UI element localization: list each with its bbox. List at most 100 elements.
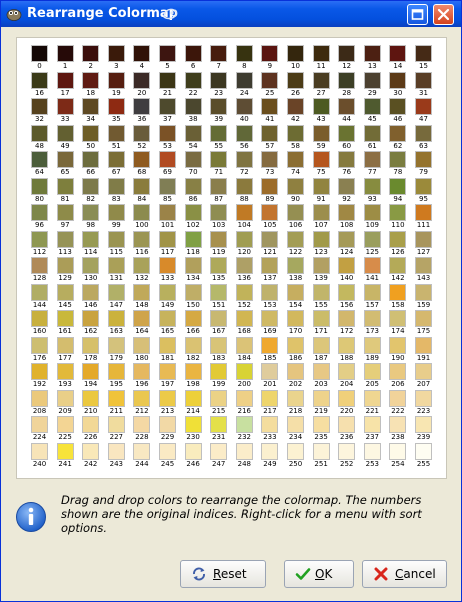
color-swatch[interactable] (235, 124, 253, 142)
color-swatch[interactable] (312, 151, 330, 168)
color-swatch[interactable] (184, 151, 202, 168)
color-swatch[interactable] (287, 310, 304, 327)
color-swatch[interactable] (210, 71, 228, 89)
color-swatch[interactable] (389, 151, 407, 168)
color-swatch[interactable] (261, 389, 279, 407)
color-swatch[interactable] (184, 177, 202, 195)
color-swatch[interactable] (415, 363, 432, 380)
color-swatch[interactable] (210, 257, 228, 274)
color-swatch[interactable] (184, 416, 202, 433)
color-swatch[interactable] (56, 151, 74, 168)
color-swatch[interactable] (133, 204, 151, 221)
color-swatch[interactable] (261, 45, 279, 62)
color-swatch[interactable] (133, 177, 151, 195)
color-swatch[interactable] (389, 257, 407, 274)
color-swatch[interactable] (287, 363, 304, 380)
colormap-grid[interactable]: 0 1 2 3 4 5 6 7 8 9 10 11 12 13 14 15 16 17 18 19 20 21 22 23 24… (16, 37, 447, 479)
color-swatch[interactable] (82, 177, 100, 195)
color-swatch[interactable] (338, 124, 356, 142)
color-swatch[interactable] (415, 416, 432, 433)
color-swatch[interactable] (159, 257, 176, 274)
color-swatch[interactable] (31, 45, 48, 62)
color-swatch[interactable] (107, 71, 125, 89)
color-swatch[interactable] (415, 283, 432, 301)
color-swatch[interactable] (338, 442, 356, 460)
color-swatch[interactable] (184, 257, 202, 274)
color-swatch[interactable] (133, 257, 151, 274)
color-swatch[interactable] (312, 71, 330, 89)
color-swatch[interactable] (415, 310, 432, 327)
color-swatch[interactable] (56, 283, 74, 301)
color-swatch[interactable] (184, 283, 202, 301)
color-swatch[interactable] (363, 389, 381, 407)
color-swatch[interactable] (389, 177, 407, 195)
color-swatch[interactable] (287, 442, 304, 460)
color-swatch[interactable] (184, 389, 202, 407)
color-swatch[interactable] (82, 98, 100, 115)
color-swatch[interactable] (184, 310, 202, 327)
color-swatch[interactable] (82, 310, 100, 327)
color-swatch[interactable] (363, 177, 381, 195)
maximize-button[interactable] (407, 4, 428, 25)
color-swatch[interactable] (312, 363, 330, 380)
color-swatch[interactable] (184, 336, 202, 354)
color-swatch[interactable] (82, 124, 100, 142)
color-swatch[interactable] (107, 389, 125, 407)
color-swatch[interactable] (210, 45, 228, 62)
color-swatch[interactable] (235, 363, 253, 380)
color-swatch[interactable] (184, 71, 202, 89)
color-swatch[interactable] (338, 151, 356, 168)
color-swatch[interactable] (312, 389, 330, 407)
color-swatch[interactable] (31, 363, 48, 380)
color-swatch[interactable] (133, 283, 151, 301)
color-swatch[interactable] (389, 45, 407, 62)
title-bar[interactable]: Rearrange Colormap (1, 1, 461, 27)
color-swatch[interactable] (338, 257, 356, 274)
color-swatch[interactable] (287, 71, 304, 89)
color-swatch[interactable] (287, 177, 304, 195)
color-swatch[interactable] (287, 416, 304, 433)
color-swatch[interactable] (287, 45, 304, 62)
color-swatch[interactable] (107, 45, 125, 62)
color-swatch[interactable] (261, 363, 279, 380)
reset-button[interactable]: Reset (180, 560, 266, 588)
color-swatch[interactable] (261, 177, 279, 195)
color-swatch[interactable] (184, 124, 202, 142)
color-swatch[interactable] (415, 389, 432, 407)
ok-button[interactable]: OK (284, 560, 354, 588)
color-swatch[interactable] (235, 310, 253, 327)
color-swatch[interactable] (159, 442, 176, 460)
color-swatch[interactable] (261, 151, 279, 168)
color-swatch[interactable] (184, 45, 202, 62)
color-swatch[interactable] (210, 336, 228, 354)
color-swatch[interactable] (82, 363, 100, 380)
color-swatch[interactable] (312, 442, 330, 460)
color-swatch[interactable] (107, 442, 125, 460)
color-swatch[interactable] (363, 230, 381, 248)
color-swatch[interactable] (338, 336, 356, 354)
color-swatch[interactable] (235, 151, 253, 168)
color-swatch[interactable] (210, 98, 228, 115)
color-swatch[interactable] (363, 283, 381, 301)
color-swatch[interactable] (210, 230, 228, 248)
color-swatch[interactable] (389, 71, 407, 89)
color-swatch[interactable] (415, 98, 432, 115)
color-swatch[interactable] (235, 71, 253, 89)
color-swatch[interactable] (312, 177, 330, 195)
color-swatch[interactable] (338, 310, 356, 327)
color-swatch[interactable] (56, 230, 74, 248)
color-swatch[interactable] (389, 98, 407, 115)
color-swatch[interactable] (210, 151, 228, 168)
color-swatch[interactable] (159, 177, 176, 195)
color-swatch[interactable] (56, 71, 74, 89)
color-swatch[interactable] (82, 151, 100, 168)
color-swatch[interactable] (31, 98, 48, 115)
color-swatch[interactable] (363, 310, 381, 327)
color-swatch[interactable] (184, 230, 202, 248)
color-swatch[interactable] (31, 257, 48, 274)
color-swatch[interactable] (415, 336, 432, 354)
color-swatch[interactable] (338, 283, 356, 301)
color-swatch[interactable] (133, 45, 151, 62)
color-swatch[interactable] (261, 98, 279, 115)
color-swatch[interactable] (82, 336, 100, 354)
